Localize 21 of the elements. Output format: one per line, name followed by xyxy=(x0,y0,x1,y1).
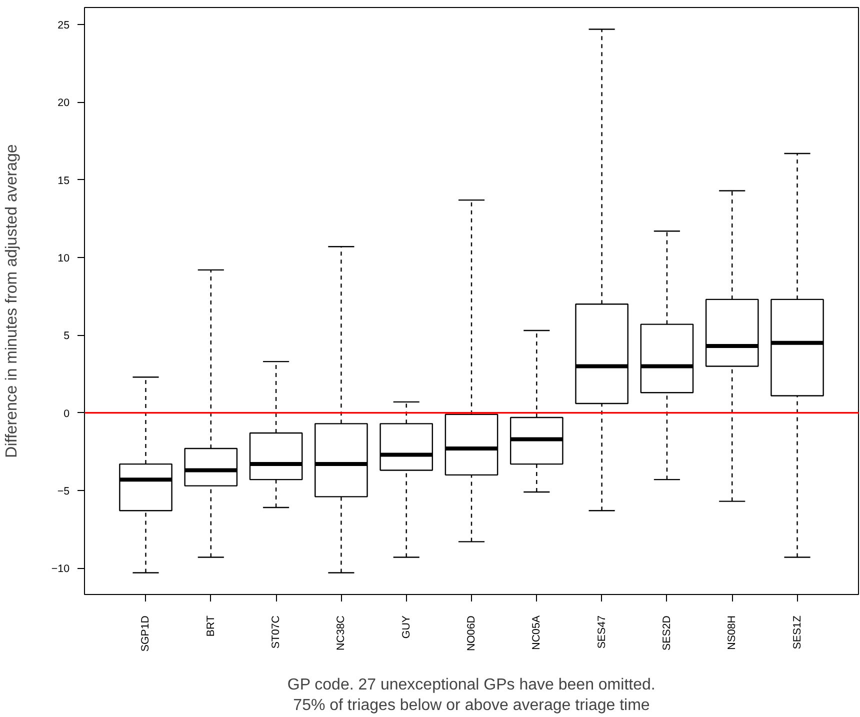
x-tick-label: NO06D xyxy=(466,615,478,652)
x-tick-label: NC38C xyxy=(335,615,348,650)
x-tick-label: NC05A xyxy=(530,614,543,650)
x-tick-label: GUY xyxy=(400,616,412,639)
y-axis-title: Difference in minutes from adjusted average xyxy=(3,144,20,458)
x-tick-label: SES2D xyxy=(660,615,673,650)
x-tick-label: SES47 xyxy=(596,615,608,649)
y-tick-label: 0 xyxy=(64,408,70,420)
x-tick-label: SES1Z xyxy=(791,615,804,650)
x-axis-title: GP code. 27 unexceptional GPs have been omitted. 75% of triages below or above average triage time xyxy=(287,676,656,714)
x-tick-label: SGP1D xyxy=(140,615,152,652)
x-tick-label: BRT xyxy=(204,615,217,637)
y-tick-label: 15 xyxy=(58,174,70,187)
x-tick-label: NS08H xyxy=(726,615,738,650)
y-tick-label: 20 xyxy=(58,97,70,110)
y-tick-label: −5 xyxy=(57,485,70,498)
y-tick-label: 10 xyxy=(58,252,70,265)
y-tick-label: 5 xyxy=(64,330,70,342)
y-tick-label: −10 xyxy=(51,563,70,576)
y-tick-label: 25 xyxy=(58,20,70,32)
x-tick-label: ST07C xyxy=(270,615,282,649)
